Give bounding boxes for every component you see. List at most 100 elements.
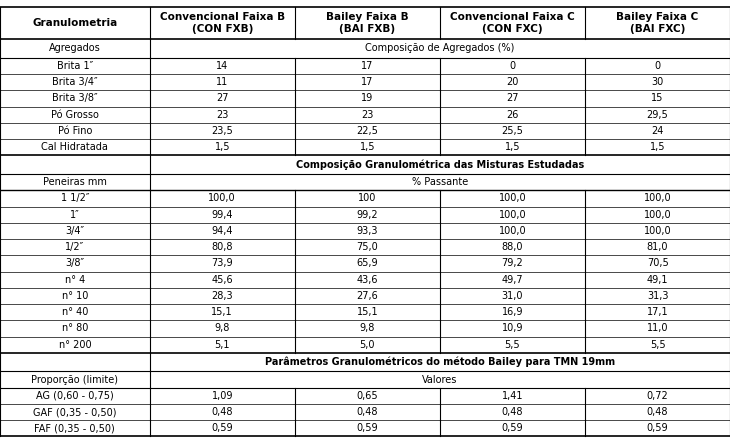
Text: 49,7: 49,7 [502, 275, 523, 285]
Text: 1,5: 1,5 [360, 142, 375, 152]
Text: 20: 20 [507, 77, 518, 87]
Text: 0,59: 0,59 [502, 423, 523, 433]
Text: Pó Fino: Pó Fino [58, 126, 92, 136]
Text: 5,1: 5,1 [215, 340, 230, 350]
Text: 0,48: 0,48 [212, 407, 233, 417]
Text: 43,6: 43,6 [356, 275, 378, 285]
Text: 1″: 1″ [70, 209, 80, 220]
Text: GAF (0,35 - 0,50): GAF (0,35 - 0,50) [33, 407, 117, 417]
Text: AG (0,60 - 0,75): AG (0,60 - 0,75) [36, 391, 114, 401]
Text: 81,0: 81,0 [647, 242, 669, 252]
Text: 5,0: 5,0 [360, 340, 375, 350]
Text: 31,3: 31,3 [647, 291, 669, 301]
Text: Convencional Faixa C
(CON FXC): Convencional Faixa C (CON FXC) [450, 12, 575, 33]
Text: 9,8: 9,8 [215, 323, 230, 334]
Text: n° 4: n° 4 [65, 275, 85, 285]
Text: n° 40: n° 40 [61, 307, 88, 317]
Text: 17: 17 [361, 61, 374, 71]
Text: 0: 0 [510, 61, 515, 71]
Text: Bailey Faixa B
(BAI FXB): Bailey Faixa B (BAI FXB) [326, 12, 409, 33]
Text: 75,0: 75,0 [356, 242, 378, 252]
Text: 0,59: 0,59 [212, 423, 233, 433]
Text: 23,5: 23,5 [212, 126, 233, 136]
Text: n° 80: n° 80 [61, 323, 88, 334]
Text: 30: 30 [651, 77, 664, 87]
Text: 11,0: 11,0 [647, 323, 669, 334]
Text: 16,9: 16,9 [502, 307, 523, 317]
Text: FAF (0,35 - 0,50): FAF (0,35 - 0,50) [34, 423, 115, 433]
Text: 49,1: 49,1 [647, 275, 669, 285]
Text: Agregados: Agregados [49, 44, 101, 53]
Text: 73,9: 73,9 [212, 258, 233, 268]
Text: 100,0: 100,0 [644, 209, 672, 220]
Text: Valores: Valores [422, 374, 458, 385]
Text: 5,5: 5,5 [504, 340, 520, 350]
Text: 94,4: 94,4 [212, 226, 233, 236]
Text: 1/2″: 1/2″ [65, 242, 85, 252]
Text: 5,5: 5,5 [650, 340, 666, 350]
Text: 11: 11 [216, 77, 228, 87]
Text: 15: 15 [651, 93, 664, 103]
Text: 31,0: 31,0 [502, 291, 523, 301]
Text: 0,48: 0,48 [356, 407, 378, 417]
Text: 100,0: 100,0 [644, 194, 672, 203]
Text: 100,0: 100,0 [644, 226, 672, 236]
Text: Composição Granulométrica das Misturas Estudadas: Composição Granulométrica das Misturas E… [296, 159, 584, 170]
Text: 17: 17 [361, 77, 374, 87]
Text: 23: 23 [216, 110, 228, 120]
Text: Granulometria: Granulometria [32, 18, 118, 28]
Text: Brita 1″: Brita 1″ [57, 61, 93, 71]
Text: Proporção (limite): Proporção (limite) [31, 374, 118, 385]
Text: 0,48: 0,48 [502, 407, 523, 417]
Text: 10,9: 10,9 [502, 323, 523, 334]
Text: 29,5: 29,5 [647, 110, 669, 120]
Text: 15,1: 15,1 [212, 307, 233, 317]
Text: 22,5: 22,5 [356, 126, 378, 136]
Text: 27: 27 [506, 93, 519, 103]
Text: Brita 3/4″: Brita 3/4″ [52, 77, 98, 87]
Text: 27: 27 [216, 93, 228, 103]
Text: 99,4: 99,4 [212, 209, 233, 220]
Text: 1,41: 1,41 [502, 391, 523, 401]
Text: 0: 0 [655, 61, 661, 71]
Text: 0,59: 0,59 [647, 423, 669, 433]
Text: Convencional Faixa B
(CON FXB): Convencional Faixa B (CON FXB) [160, 12, 285, 33]
Text: 17,1: 17,1 [647, 307, 669, 317]
Text: 9,8: 9,8 [360, 323, 375, 334]
Text: 1,09: 1,09 [212, 391, 233, 401]
Text: 0,65: 0,65 [356, 391, 378, 401]
Text: 19: 19 [361, 93, 374, 103]
Text: 28,3: 28,3 [212, 291, 233, 301]
Text: n° 10: n° 10 [61, 291, 88, 301]
Text: 27,6: 27,6 [356, 291, 378, 301]
Text: 3/8″: 3/8″ [65, 258, 85, 268]
Text: 1 1/2″: 1 1/2″ [61, 194, 89, 203]
Text: 70,5: 70,5 [647, 258, 669, 268]
Text: Pó Grosso: Pó Grosso [51, 110, 99, 120]
Text: % Passante: % Passante [412, 177, 468, 187]
Text: 100,0: 100,0 [499, 226, 526, 236]
Text: 65,9: 65,9 [356, 258, 378, 268]
Text: 1,5: 1,5 [650, 142, 665, 152]
Text: 79,2: 79,2 [502, 258, 523, 268]
Text: 3/4″: 3/4″ [65, 226, 85, 236]
Text: 1,5: 1,5 [215, 142, 230, 152]
Text: 45,6: 45,6 [212, 275, 233, 285]
Text: 100,0: 100,0 [499, 194, 526, 203]
Text: 15,1: 15,1 [356, 307, 378, 317]
Text: 0,72: 0,72 [647, 391, 669, 401]
Text: 0,59: 0,59 [356, 423, 378, 433]
Text: 80,8: 80,8 [212, 242, 233, 252]
Text: 26: 26 [507, 110, 518, 120]
Text: 100,0: 100,0 [208, 194, 236, 203]
Text: Brita 3/8″: Brita 3/8″ [52, 93, 98, 103]
Text: 25,5: 25,5 [502, 126, 523, 136]
Text: 1,5: 1,5 [504, 142, 520, 152]
Text: 99,2: 99,2 [356, 209, 378, 220]
Text: 24: 24 [651, 126, 664, 136]
Text: Cal Hidratada: Cal Hidratada [42, 142, 108, 152]
Text: 0,48: 0,48 [647, 407, 669, 417]
Text: Peneiras mm: Peneiras mm [43, 177, 107, 187]
Text: 88,0: 88,0 [502, 242, 523, 252]
Text: 93,3: 93,3 [356, 226, 378, 236]
